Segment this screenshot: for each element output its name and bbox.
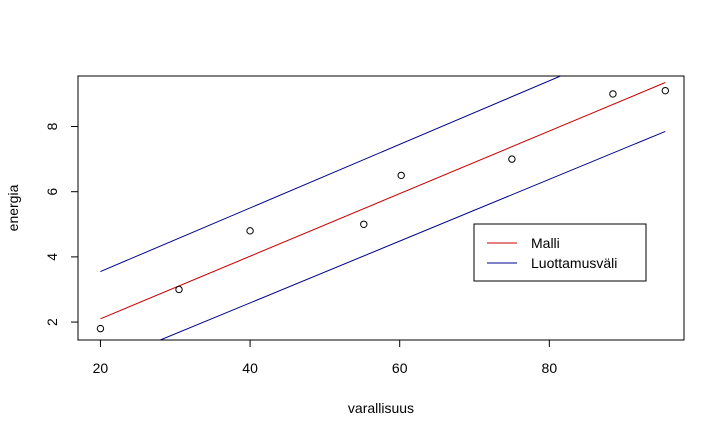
- y-axis: 2 4 6 8: [44, 122, 79, 326]
- x-tick-label: 20: [93, 360, 109, 376]
- legend-label-malli: Malli: [531, 235, 560, 251]
- y-tick-label: 6: [44, 188, 60, 196]
- y-tick-label: 8: [44, 122, 60, 130]
- plot-frame: [77, 75, 685, 341]
- data-point: [246, 227, 254, 235]
- data-point: [397, 171, 405, 180]
- data-point: [360, 220, 368, 228]
- y-axis-title: energia: [5, 184, 21, 231]
- data-points: [96, 86, 669, 333]
- x-tick-label: 60: [392, 360, 408, 376]
- legend: Malli Luottamusväli: [473, 223, 647, 282]
- data-point: [175, 285, 183, 294]
- model-line: [100, 82, 666, 320]
- data-point: [661, 86, 669, 95]
- y-tick-label: 4: [44, 253, 60, 261]
- confidence-upper-line: [100, 76, 561, 273]
- data-point: [508, 155, 516, 163]
- data-point: [96, 324, 105, 333]
- x-tick-label: 40: [242, 360, 258, 376]
- data-point: [609, 90, 617, 98]
- x-tick-label: 80: [542, 360, 558, 376]
- legend-label-luottamusvali: Luottamusväli: [531, 255, 617, 271]
- legend-box: [473, 223, 647, 282]
- x-axis: 20 40 60 80: [93, 339, 558, 376]
- x-axis-title: varallisuus: [348, 400, 414, 416]
- confidence-lower-line: [160, 130, 666, 340]
- y-tick-label: 2: [44, 318, 60, 326]
- series-lines: [100, 76, 666, 340]
